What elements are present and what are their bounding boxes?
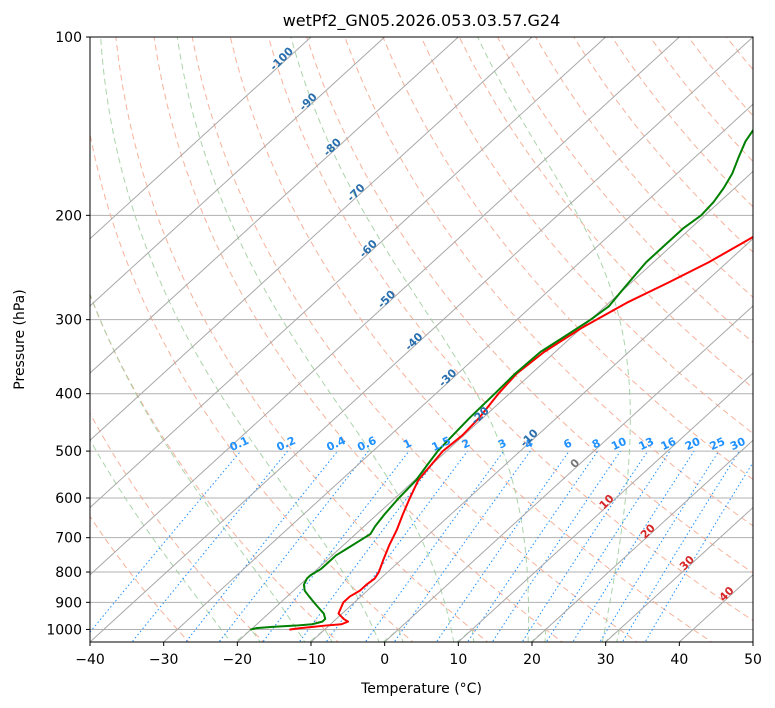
isotherm-line	[90, 37, 680, 576]
mixing-ratio-line	[185, 450, 338, 642]
y-tick-label: 1000	[46, 622, 82, 638]
temperature-profile	[289, 235, 753, 631]
isotherm-line	[384, 305, 753, 642]
mixing-ratio-line	[572, 450, 695, 642]
mixing-ratio-line	[545, 450, 671, 642]
dry-adiabats	[90, 37, 753, 642]
plot-area	[90, 37, 753, 642]
mixing-ratio-line	[325, 450, 468, 642]
y-tick-label: 800	[55, 565, 82, 581]
mixing-ratio-label: 30	[728, 435, 748, 453]
y-tick-label: 400	[55, 387, 82, 403]
x-tick-label: 50	[744, 652, 762, 668]
dry-adiabat	[458, 37, 753, 389]
x-tick-label: 10	[449, 652, 467, 668]
chart-title: wetPf2_GN05.2026.053.03.57.G24	[283, 11, 561, 31]
mixing-ratio-label: 16	[659, 435, 679, 453]
isotherm-line	[531, 439, 753, 642]
profile-series	[250, 128, 753, 631]
moist-adiabat	[100, 37, 404, 642]
isotherm-line	[236, 170, 753, 642]
moist-adiabat	[176, 37, 475, 642]
x-tick-label: 0	[380, 652, 389, 668]
x-tick-label: 40	[670, 652, 688, 668]
mixing-ratio-line	[435, 450, 570, 642]
y-tick-label: 300	[55, 313, 82, 329]
mixing-ratio-line	[218, 450, 369, 642]
x-tick-label: −10	[296, 652, 326, 668]
mixing-ratio-line	[599, 450, 720, 642]
moist-adiabats	[90, 37, 631, 642]
isotherm-line	[310, 237, 753, 642]
x-axis-label: Temperature (°C)	[360, 681, 482, 697]
moist-adiabat	[290, 37, 547, 642]
moist-adiabat	[90, 292, 333, 642]
mixing-ratio-label: 10	[609, 435, 629, 453]
plot-frame	[89, 36, 754, 643]
x-tick-label: −30	[149, 652, 179, 668]
dry-adiabat	[382, 37, 753, 481]
x-tick-label: −40	[75, 652, 105, 668]
isotherm-line	[605, 506, 753, 642]
isotherm-line	[90, 37, 386, 307]
dry-adiabat	[420, 37, 753, 435]
dry-adiabat	[90, 293, 339, 642]
y-tick-label: 600	[55, 491, 82, 507]
moist-adiabat	[477, 37, 631, 642]
y-tick-label: 500	[55, 444, 82, 460]
y-axis-ticks: 100 200 300 400 500 600 700 800 900 1000	[46, 30, 90, 638]
mixing-ratio-line	[393, 450, 531, 642]
dry-adiabat	[268, 37, 753, 622]
y-axis-label: Pressure (hPa)	[12, 289, 28, 389]
mixing-ratio-label: 25	[708, 435, 727, 453]
y-tick-label: 200	[55, 208, 82, 224]
dry-adiabat	[306, 37, 753, 574]
mixing-ratio-line	[491, 450, 621, 642]
dry-adiabat	[90, 131, 414, 642]
dewpoint-profile	[250, 128, 753, 631]
isotherm-line	[90, 37, 459, 374]
mixing-ratio-line	[521, 450, 649, 642]
mixing-ratio-label: 13	[637, 435, 656, 453]
x-tick-label: 20	[523, 652, 541, 668]
x-tick-label: −20	[223, 652, 253, 668]
isotherms	[90, 37, 753, 642]
dry-adiabat	[153, 37, 564, 642]
isotherm-line	[90, 37, 533, 442]
isotherm-line	[90, 37, 607, 509]
x-axis-ticks: −40 −30 −20 −10 0 10 20 30 40 50	[75, 642, 762, 668]
dry-adiabat	[497, 37, 753, 344]
dry-adiabat	[344, 37, 753, 527]
dry-adiabat	[115, 37, 489, 642]
y-tick-label: 700	[55, 531, 82, 547]
y-tick-label: 100	[55, 30, 82, 46]
dry-adiabat	[535, 37, 753, 298]
dry-adiabat	[90, 412, 265, 642]
isotherm-line	[90, 37, 312, 240]
isotherm-line	[163, 103, 753, 642]
dry-adiabat	[191, 37, 638, 642]
y-tick-label: 900	[55, 595, 82, 611]
mixing-ratio-label: 20	[683, 435, 703, 453]
isotherm-line	[457, 372, 753, 642]
x-tick-label: 30	[597, 652, 615, 668]
isotherm-line	[90, 37, 753, 642]
